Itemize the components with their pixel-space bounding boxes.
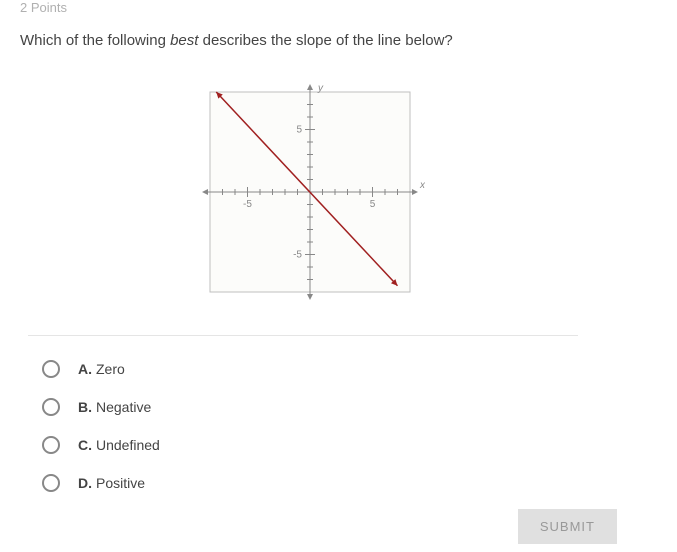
submit-button[interactable]: SUBMIT: [518, 509, 617, 544]
option-d[interactable]: D. Positive: [42, 474, 160, 492]
option-text: Zero: [96, 361, 125, 377]
option-letter: B.: [78, 399, 92, 415]
svg-text:-5: -5: [293, 250, 302, 261]
answer-options: A. Zero B. Negative C. Undefined D. Posi…: [42, 360, 160, 512]
radio-icon: [42, 398, 60, 416]
radio-icon: [42, 474, 60, 492]
svg-text:5: 5: [296, 125, 302, 136]
divider: [28, 335, 578, 336]
radio-icon: [42, 360, 60, 378]
option-text: Negative: [96, 399, 151, 415]
option-letter: D.: [78, 475, 92, 491]
svg-text:x: x: [419, 180, 425, 191]
option-letter: C.: [78, 437, 92, 453]
option-b[interactable]: B. Negative: [42, 398, 160, 416]
svg-text:5: 5: [370, 199, 376, 210]
option-c[interactable]: C. Undefined: [42, 436, 160, 454]
svg-text:y: y: [317, 83, 324, 94]
points-label: 2 Points: [20, 0, 67, 15]
question-suffix: describes the slope of the line below?: [198, 32, 452, 49]
radio-icon: [42, 436, 60, 454]
question-italic: best: [170, 32, 198, 49]
slope-chart: -5 5 5 -5 y x: [195, 80, 425, 305]
question-text: Which of the following best describes th…: [20, 32, 453, 49]
option-letter: A.: [78, 361, 92, 377]
option-a[interactable]: A. Zero: [42, 360, 160, 378]
option-text: Undefined: [96, 437, 160, 453]
question-prefix: Which of the following: [20, 32, 170, 49]
svg-text:-5: -5: [243, 199, 252, 210]
option-text: Positive: [96, 475, 145, 491]
